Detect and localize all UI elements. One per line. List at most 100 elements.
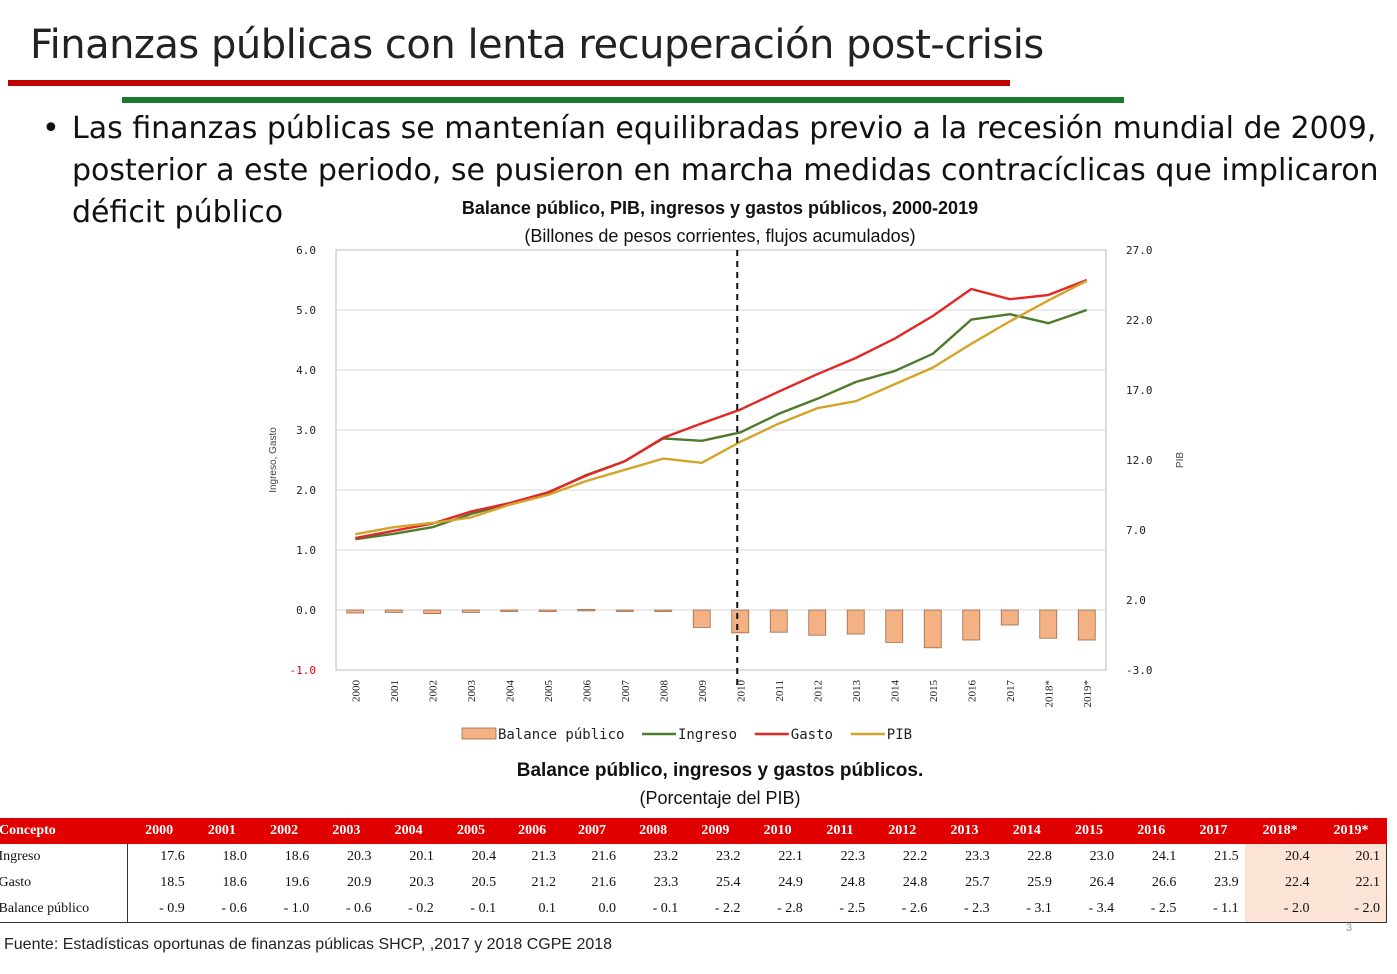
table-cell: - 2.2 [684,896,747,923]
legend-label-gasto: Gasto [791,727,833,743]
y-tick-label: 0.0 [296,604,316,617]
table-cell: 22.8 [1027,849,1052,864]
y2-tick-label: 2.0 [1126,594,1146,607]
table-cell: 23.0 [1089,849,1115,864]
table-header-year: 2014 [995,818,1059,844]
table-cell: - 2.8 [746,896,809,923]
y2-tick-label: 22.0 [1126,314,1153,327]
table-cell: 23.3 [653,875,679,890]
bar-balance-publico-2000 [346,609,365,614]
bullet-symbol: • [42,111,60,146]
bar-balance-publico-2009 [692,609,711,628]
table-cell: 17.6 [160,849,185,864]
x-tick-label: 2009 [697,680,709,703]
table-cell: 21.6 [591,849,617,864]
x-tick-label: 2001 [389,680,401,702]
table-row-label: Gasto [0,870,128,896]
table-header-year: 2012 [870,818,934,844]
table-cell: - 2.3 [933,896,996,923]
bar-balance-publico-2008 [654,609,673,612]
bar-balance-publico-2006 [577,609,596,612]
table-cell: - 0.2 [377,896,440,923]
table-row-label: Balance público [0,896,128,923]
table-cell: 20.3 [347,849,372,864]
y-tick-label: 2.0 [296,484,316,497]
table-cell: 24.9 [778,875,803,890]
line-pib [355,279,1088,536]
bar-balance-publico-2002 [423,609,442,614]
table-header-year: 2016 [1119,818,1183,844]
table-cell: - 2.0 [1315,896,1388,923]
y2-axis-title: PIB [1175,452,1186,468]
table-header-year: 2010 [746,818,810,844]
x-tick-label: 2006 [581,680,593,703]
bar-balance-publico-2010 [731,609,750,634]
table-header-year: 2004 [377,818,441,844]
y2-tick-label: -3.0 [1126,664,1153,677]
legend-label-balance-público: Balance público [498,727,624,743]
bar-balance-publico-2017 [1000,609,1019,626]
y-axis-title: Ingreso, Gasto [268,427,279,493]
table-cell: - 2.5 [1120,896,1183,923]
chart-subtitle: (Billones de pesos corrientes, flujos ac… [524,226,916,246]
table-subtitle: (Porcentaje del PIB) [639,788,801,808]
table-cell: - 2.5 [808,896,872,923]
y-tick-label: 1.0 [296,544,316,557]
table-cell: - 2.0 [1244,896,1316,923]
x-tick-label: 2014 [889,680,901,703]
table-cell: 18.6 [284,849,310,864]
x-tick-label: 2019* [1082,680,1094,708]
y2-tick-label: 7.0 [1126,524,1146,537]
table-header-concepto: Concepto [0,818,128,844]
bar-balance-publico-2001 [384,609,403,613]
table-header-row: Concepto 2000 2001 2002 2003 2004 2005 2006 2007… [0,818,1388,844]
table-header-year: 2013 [932,818,997,844]
table-cell: 22.2 [902,849,928,864]
table-header-year: 2007 [561,818,623,844]
bar-balance-publico-2018* [1039,609,1058,639]
table-cell: - 3.1 [995,896,1058,923]
table-cell: 22.1 [1315,870,1388,896]
table-cell: 20.1 [409,849,434,864]
table-cell: 20.5 [471,875,497,890]
table-cell: 23.3 [965,849,990,864]
y-tick-label: 5.0 [296,304,316,317]
table-header-year: 2003 [314,818,379,844]
bar-balance-publico-2016 [962,609,981,641]
table-header-year: 2009 [683,818,748,844]
bar-balance-publico-2014 [885,609,904,643]
table-cell: 26.6 [1151,875,1177,890]
page-number: 3 [1346,922,1353,934]
bar-balance-publico-2013 [846,609,865,635]
y-tick-label: -1.0 [290,664,317,677]
table-cell: 26.4 [1089,875,1115,890]
x-tick-label: 2005 [543,680,555,703]
table-row-label: Ingreso [0,843,128,870]
bar-balance-publico-2003 [461,609,480,613]
table-cell: 0.0 [562,896,623,923]
x-tick-label: 2011 [774,680,786,702]
bar-balance-publico-2015 [923,609,942,649]
table-cell: 19.6 [284,875,310,890]
bullet-point: • Las finanzas públicas se mantenían equ… [42,108,1392,234]
table-cell: - 1.1 [1182,896,1245,923]
x-tick-label: 2010 [735,680,747,703]
table-cell: - 0.6 [190,896,254,923]
y-tick-label: 6.0 [296,244,316,257]
chart-svg: 6.0 5.0 4.0 3.0 2.0 1.0 0.0 -1.0 27.0 22.0 17.0 12.… [268,244,1186,743]
table-cell: 23.9 [1214,875,1239,890]
x-tick-label: 2016 [966,680,978,703]
table-cell: 21.3 [531,849,557,864]
line-ingreso [355,308,1088,541]
table-cell: 20.3 [409,875,434,890]
line-gasto [355,278,1088,540]
table-body: Ingreso 17.6 18.0 18.6 20.3 20.1 20.4 21.3 21.6 2… [0,843,1388,923]
table-cell: 22.1 [778,849,803,864]
table-cell: - 1.0 [253,896,316,923]
bar-balance-publico-2007 [615,609,634,612]
table-header-year: 2019* [1314,818,1388,844]
table-cell: 18.5 [160,875,185,890]
bullet-text: Las finanzas públicas se mantenían equil… [72,111,1379,230]
x-tick-label: 2012 [812,680,824,702]
title-underline-red [8,80,1010,86]
